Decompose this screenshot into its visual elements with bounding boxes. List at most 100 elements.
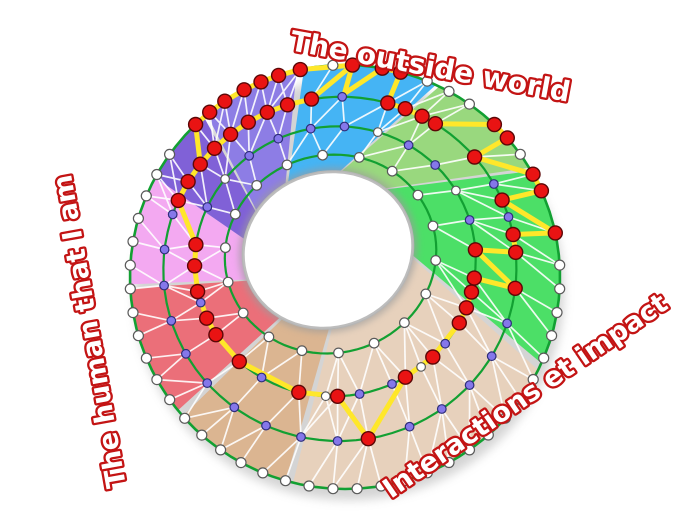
- node-o-white[interactable]: [235, 457, 247, 469]
- node-o-white[interactable]: [132, 212, 144, 224]
- path-node-red[interactable]: [188, 236, 204, 253]
- node-r3-purple[interactable]: [403, 140, 414, 151]
- node-r3-purple[interactable]: [354, 389, 365, 399]
- node-o-white[interactable]: [303, 480, 315, 492]
- node-i-white[interactable]: [296, 345, 308, 357]
- path-node-red[interactable]: [380, 95, 396, 111]
- node-o-white[interactable]: [499, 412, 511, 424]
- path-node-red[interactable]: [292, 61, 308, 78]
- node-r2-purple[interactable]: [159, 244, 170, 255]
- node-r2-purple[interactable]: [436, 404, 447, 414]
- node-i-white[interactable]: [333, 347, 344, 359]
- node-i-white[interactable]: [237, 307, 249, 319]
- path-node-red[interactable]: [344, 57, 361, 73]
- node-r3-white[interactable]: [220, 174, 231, 184]
- node-o-white[interactable]: [179, 412, 191, 424]
- node-o-white[interactable]: [421, 467, 433, 479]
- node-o-white[interactable]: [545, 330, 558, 342]
- node-r2-purple[interactable]: [486, 351, 497, 362]
- node-r3-purple[interactable]: [339, 121, 350, 132]
- path-node-red[interactable]: [508, 244, 524, 261]
- path-node-red[interactable]: [458, 300, 475, 316]
- path-node-red[interactable]: [186, 258, 203, 274]
- path-node-red[interactable]: [451, 315, 467, 331]
- node-o-white[interactable]: [514, 148, 526, 160]
- path-node-red[interactable]: [486, 116, 503, 133]
- node-r2-purple[interactable]: [229, 402, 240, 413]
- node-i-white[interactable]: [229, 208, 241, 220]
- node-r2-purple[interactable]: [180, 348, 191, 359]
- node-o-white[interactable]: [554, 259, 566, 271]
- path-node-red[interactable]: [236, 82, 252, 98]
- node-r3-purple[interactable]: [430, 160, 441, 170]
- node-r3-purple[interactable]: [256, 372, 267, 383]
- node-o-white[interactable]: [463, 98, 475, 110]
- node-i-white[interactable]: [251, 179, 263, 191]
- node-r3-purple[interactable]: [464, 215, 475, 225]
- node-r2-purple[interactable]: [337, 91, 348, 102]
- node-o-white[interactable]: [124, 259, 136, 271]
- node-i-white[interactable]: [317, 149, 329, 161]
- path-node-red[interactable]: [192, 156, 209, 172]
- path-node-red[interactable]: [222, 126, 239, 143]
- path-node-red[interactable]: [303, 91, 320, 107]
- node-i-white[interactable]: [412, 189, 424, 201]
- path-node-red[interactable]: [463, 284, 480, 300]
- node-o-white[interactable]: [196, 429, 208, 441]
- node-r2-purple[interactable]: [489, 179, 499, 189]
- path-node-red[interactable]: [466, 149, 483, 165]
- path-node-red[interactable]: [466, 270, 482, 286]
- node-i-white[interactable]: [263, 331, 275, 343]
- node-r3-purple[interactable]: [244, 150, 255, 161]
- node-r2-purple[interactable]: [261, 420, 271, 431]
- node-o-white[interactable]: [164, 394, 176, 406]
- path-node-red[interactable]: [425, 349, 441, 365]
- path-node-red[interactable]: [208, 327, 224, 343]
- node-o-white[interactable]: [132, 330, 144, 342]
- node-o-white[interactable]: [421, 75, 433, 87]
- node-r2-purple[interactable]: [159, 280, 170, 291]
- path-node-red[interactable]: [329, 388, 346, 404]
- path-node-red[interactable]: [547, 225, 563, 241]
- node-o-white[interactable]: [538, 352, 550, 364]
- node-r2-purple[interactable]: [167, 209, 178, 220]
- path-node-red[interactable]: [494, 192, 510, 208]
- node-i-white[interactable]: [399, 317, 410, 329]
- path-node-red[interactable]: [414, 108, 430, 124]
- path-node-red[interactable]: [374, 60, 390, 76]
- path-node-red[interactable]: [198, 310, 215, 326]
- node-o-white[interactable]: [327, 483, 339, 495]
- path-node-red[interactable]: [279, 97, 296, 113]
- node-i-white[interactable]: [219, 242, 231, 254]
- node-i-white[interactable]: [386, 165, 398, 177]
- node-o-white[interactable]: [124, 283, 136, 295]
- node-o-white[interactable]: [140, 352, 152, 364]
- path-node-red[interactable]: [170, 192, 187, 209]
- node-r3-purple[interactable]: [195, 297, 206, 308]
- node-i-white[interactable]: [430, 254, 442, 266]
- node-o-white[interactable]: [482, 429, 494, 441]
- path-node-red[interactable]: [427, 115, 444, 132]
- node-i-white[interactable]: [281, 159, 293, 171]
- path-node-red[interactable]: [231, 353, 248, 370]
- node-o-white[interactable]: [140, 190, 152, 202]
- node-r2-purple[interactable]: [202, 378, 213, 389]
- node-i-white[interactable]: [368, 337, 380, 349]
- node-o-white[interactable]: [551, 306, 563, 319]
- node-o-white[interactable]: [463, 444, 476, 456]
- node-r3-white[interactable]: [451, 185, 461, 196]
- path-node-red[interactable]: [533, 183, 550, 199]
- path-node-red[interactable]: [206, 140, 223, 157]
- node-o-white[interactable]: [514, 394, 527, 406]
- node-r3-purple[interactable]: [387, 379, 397, 389]
- node-o-white[interactable]: [443, 85, 455, 98]
- node-o-white[interactable]: [215, 444, 227, 456]
- node-r2-purple[interactable]: [332, 436, 343, 446]
- path-node-red[interactable]: [507, 280, 523, 296]
- node-o-white[interactable]: [375, 480, 387, 492]
- node-r2-purple[interactable]: [296, 432, 306, 442]
- path-node-red[interactable]: [189, 283, 206, 300]
- node-r2-purple[interactable]: [464, 380, 475, 391]
- node-o-white[interactable]: [257, 467, 269, 479]
- path-node-red[interactable]: [201, 104, 218, 120]
